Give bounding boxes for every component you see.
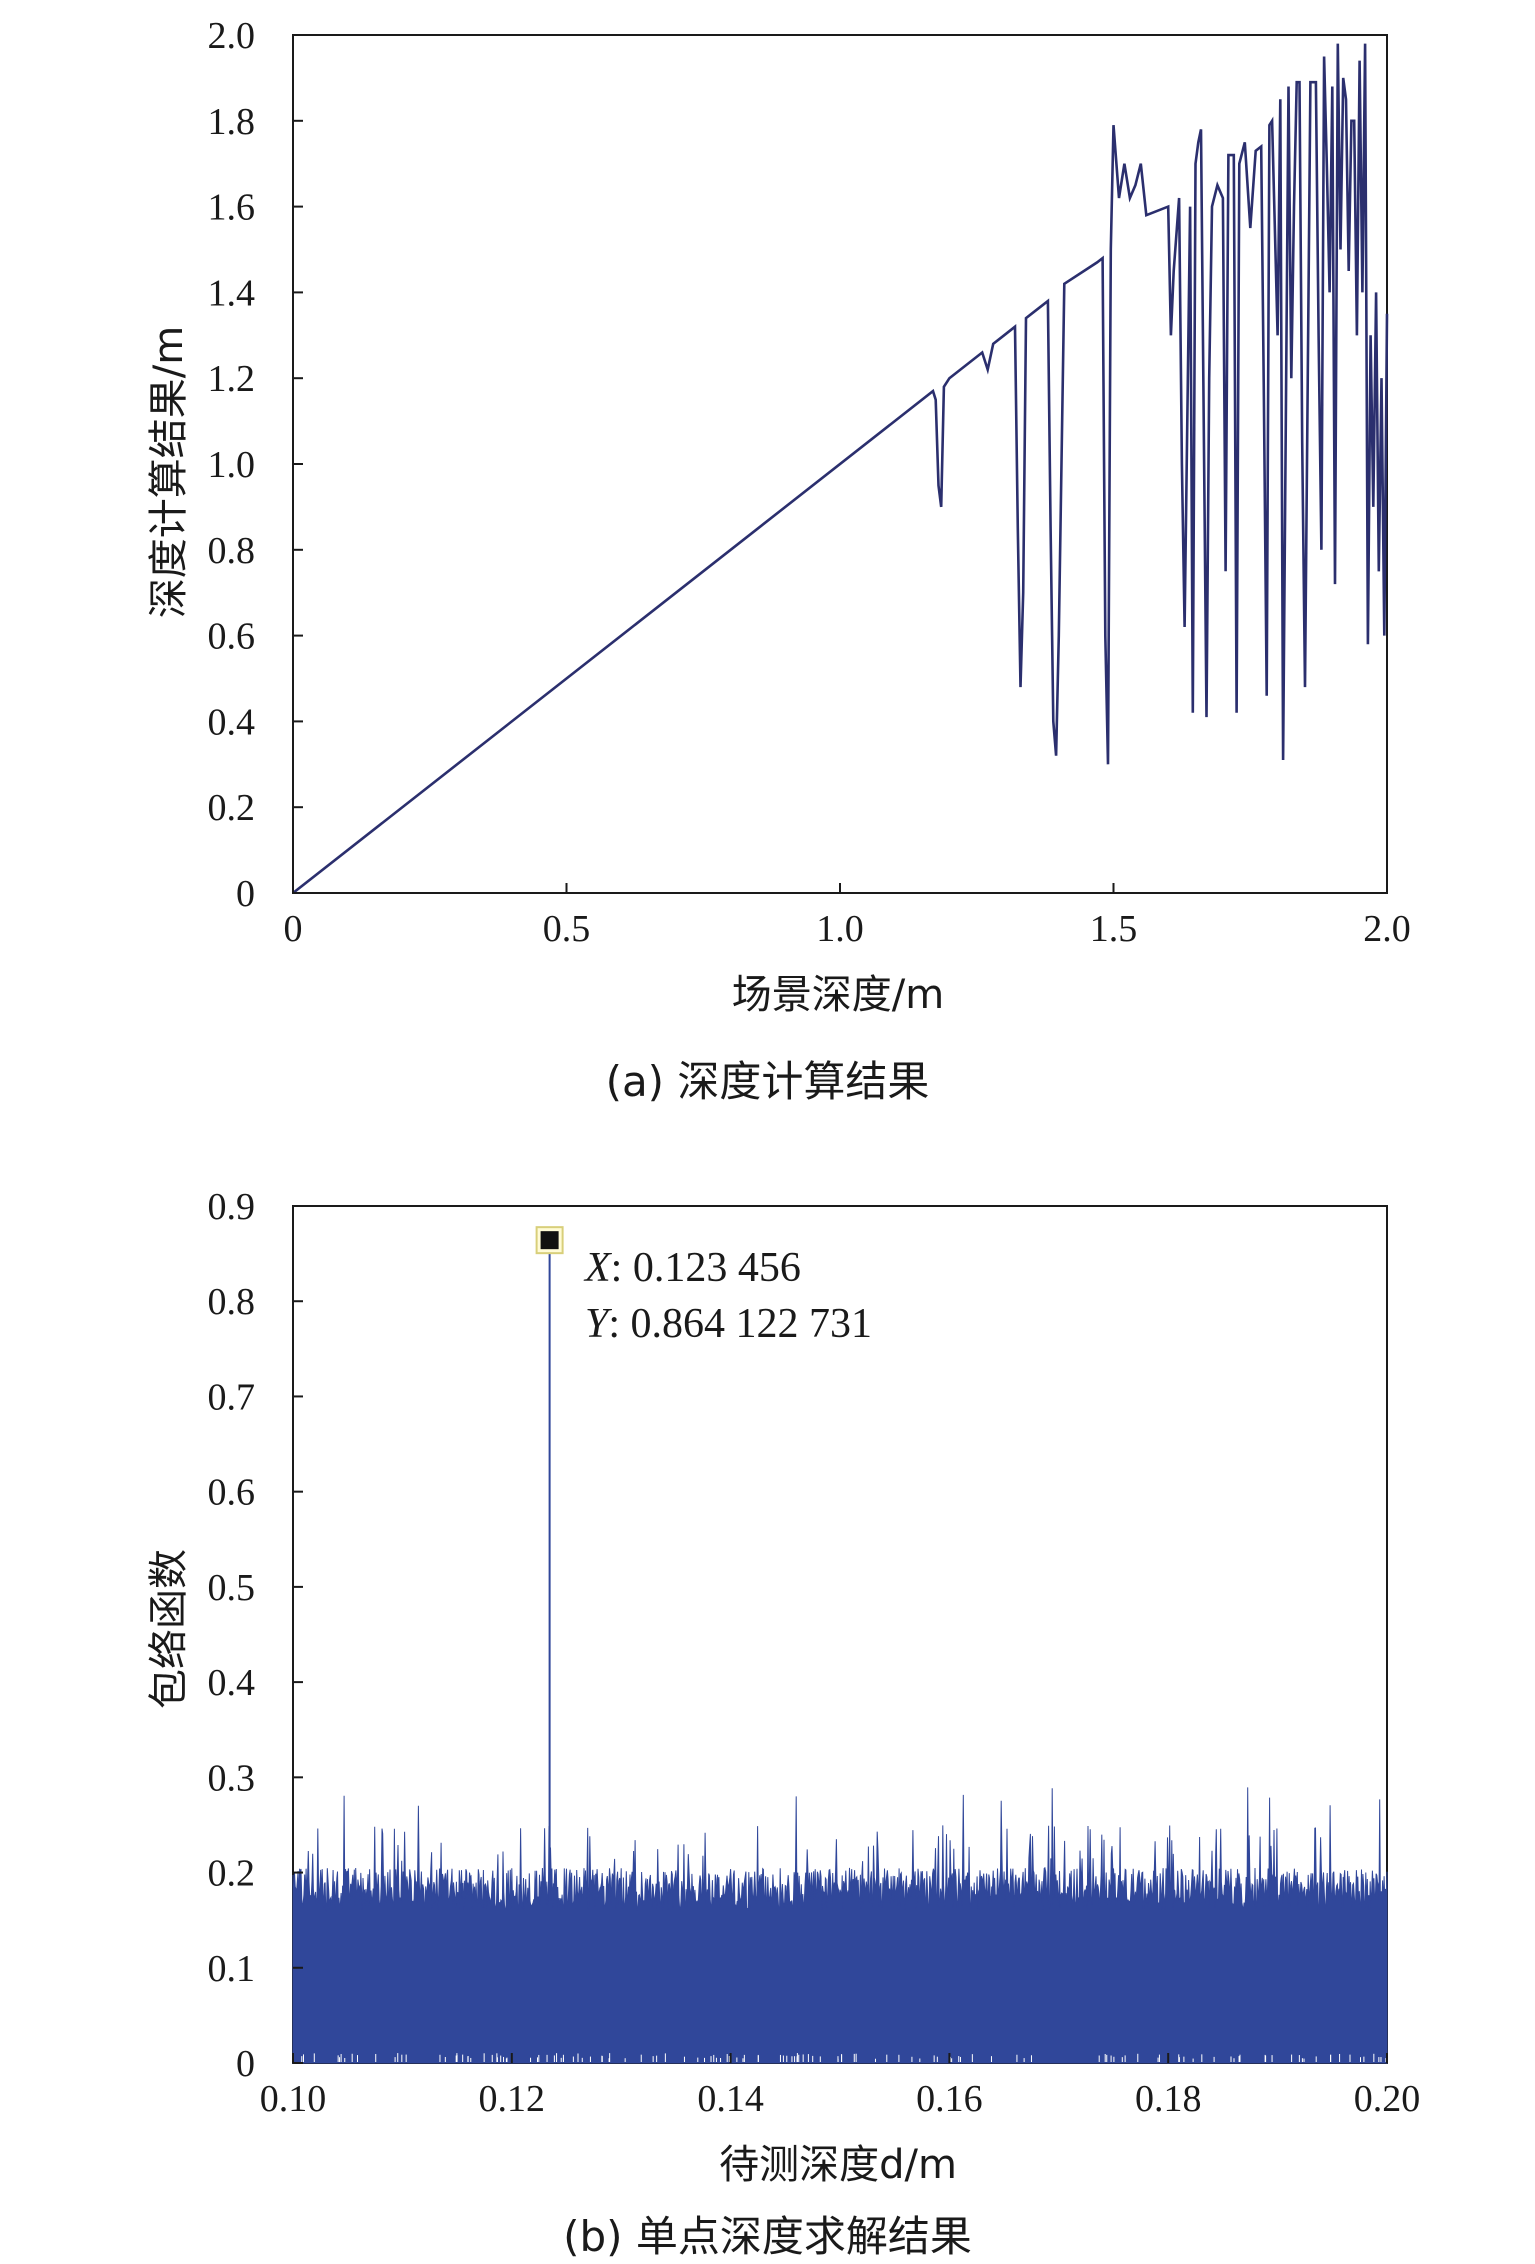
chart-b-caption: (b) 单点深度求解结果 xyxy=(563,2212,972,2261)
y-tick-label: 0.4 xyxy=(208,1662,256,1704)
chart-a-ticks: 0 0.5 1.0 1.5 2.0 0 0.2 0.4 0.6 0.8 1.0 1.2 1.4 1.6 1.… xyxy=(208,15,1411,950)
y-tick-label: 1.4 xyxy=(208,272,256,314)
y-tick-label: 0.5 xyxy=(208,1567,256,1609)
y-tick-label: 0.4 xyxy=(208,701,256,743)
y-tick-label: 0.6 xyxy=(208,1472,256,1514)
chart-a-plot-area xyxy=(292,34,1389,895)
y-tick-label: 1.8 xyxy=(208,101,256,143)
y-tick-label: 0.2 xyxy=(208,787,256,829)
chart-b-x-axis-label: 待测深度d/m xyxy=(719,2142,957,2188)
x-tick-label: 0.5 xyxy=(543,908,591,950)
x-tick-label: 0.14 xyxy=(697,2078,764,2120)
x-tick-label: 2.0 xyxy=(1363,908,1411,950)
peak-annotation-y: Y: 0.864 122 731 xyxy=(585,1301,872,1347)
x-tick-label: 0.10 xyxy=(260,2078,327,2120)
y-tick-label: 0 xyxy=(236,873,255,915)
chart-a-caption: (a) 深度计算结果 xyxy=(605,1057,930,1106)
y-tick-label: 2.0 xyxy=(208,15,256,57)
x-tick-label: 1.5 xyxy=(1090,908,1138,950)
y-tick-label: 0.2 xyxy=(208,1853,256,1895)
x-tick-label: 0.16 xyxy=(916,2078,983,2120)
y-tick-label: 0.8 xyxy=(208,1281,256,1323)
peak-annotation-y-value: : 0.864 122 731 xyxy=(608,1301,872,1347)
x-tick-label: 1.0 xyxy=(816,908,864,950)
y-tick-label: 0.3 xyxy=(208,1757,256,1799)
peak-annotation-x-value: : 0.123 456 xyxy=(611,1245,801,1291)
y-tick-label: 1.6 xyxy=(208,187,256,229)
x-tick-label: 0 xyxy=(284,908,303,950)
x-tick-label: 0.18 xyxy=(1135,2078,1202,2120)
chart-b-plot-area xyxy=(292,1205,1388,2064)
chart-b-ticks: 0.10 0.12 0.14 0.16 0.18 0.20 0 0.1 0.2 0.3 0.4 0.5… xyxy=(208,1186,1421,2120)
peak-annotation-x-key: X xyxy=(583,1245,613,1291)
envelope-noise-band xyxy=(292,1787,1388,2064)
peak-annotation-y-key: Y xyxy=(585,1301,613,1347)
chart-a-y-axis-label: 深度计算结果/m xyxy=(146,326,192,618)
series-line xyxy=(292,43,1389,895)
chart-a-depth-results: 0 0.5 1.0 1.5 2.0 0 0.2 0.4 0.6 0.8 1.0 1.2 1.4 1.6 1.… xyxy=(146,15,1411,1018)
panel-b-single-point-results: 0.10 0.12 0.14 0.16 0.18 0.20 0 0.1 0.2 0.3 0.4 0.5… xyxy=(0,1131,1535,2263)
y-tick-label: 0.1 xyxy=(208,1948,256,1990)
x-tick-label: 0.20 xyxy=(1354,2078,1421,2120)
y-tick-label: 0.7 xyxy=(208,1376,256,1418)
peak-annotation-x: X: 0.123 456 xyxy=(583,1245,801,1291)
y-tick-label: 0.9 xyxy=(208,1186,256,1228)
panel-a-depth-results: 0 0.5 1.0 1.5 2.0 0 0.2 0.4 0.6 0.8 1.0 1.2 1.4 1.6 1.… xyxy=(0,0,1535,1131)
x-tick-label: 0.12 xyxy=(479,2078,546,2120)
y-tick-label: 1.0 xyxy=(208,444,256,486)
peak-marker xyxy=(540,1231,559,1250)
chart-b-y-axis-label: 包络函数 xyxy=(146,1549,192,1709)
chart-b-envelope-function: 0.10 0.12 0.14 0.16 0.18 0.20 0 0.1 0.2 0.3 0.4 0.5… xyxy=(146,1186,1421,2188)
y-tick-label: 0.8 xyxy=(208,530,256,572)
y-tick-label: 0.6 xyxy=(208,616,256,658)
chart-a-x-axis-label: 场景深度/m xyxy=(732,972,944,1018)
y-tick-label: 0 xyxy=(236,2043,255,2085)
y-tick-label: 1.2 xyxy=(208,358,256,400)
